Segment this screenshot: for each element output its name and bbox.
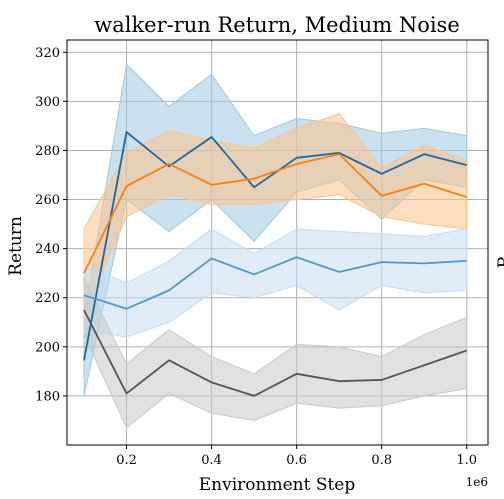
y-axis-title: Return bbox=[6, 216, 26, 276]
series-1-line bbox=[83, 131, 467, 361]
x-tick-label: 0.8 bbox=[371, 453, 392, 468]
series-4-band bbox=[83, 277, 468, 429]
plot-area-frame bbox=[66, 39, 489, 446]
y-tick-label: 280 bbox=[35, 144, 60, 159]
y-tick-label: 240 bbox=[35, 242, 60, 257]
chart-title: walker-run Return, Medium Noise bbox=[94, 13, 460, 37]
confidence-bands bbox=[83, 63, 468, 429]
y-tick-label: 260 bbox=[35, 193, 60, 208]
y-tick-label: 220 bbox=[35, 291, 60, 306]
x-tick-label: 1.0 bbox=[456, 453, 477, 468]
y-tick-label: 300 bbox=[35, 95, 60, 110]
x-tick-label: 0.2 bbox=[116, 453, 137, 468]
axis-ticks: 0.2 0.4 0.6 0.8 1.0 180 200 220 240 260 280 300 320 bbox=[35, 46, 477, 468]
series-4-line bbox=[83, 309, 468, 397]
y-tick-label: 180 bbox=[35, 389, 60, 404]
series-2-line bbox=[83, 153, 468, 274]
series-3-line bbox=[83, 256, 467, 310]
x-axis-title: Environment Step bbox=[199, 475, 356, 495]
x-tick-label: 0.4 bbox=[201, 453, 222, 468]
series-lines bbox=[83, 131, 468, 397]
y-tick-label: 200 bbox=[35, 340, 60, 355]
series-3-band bbox=[83, 228, 468, 338]
cut-off-right-axis-label: R bbox=[495, 254, 504, 268]
y-tick-label: 320 bbox=[35, 46, 60, 61]
x-tick-label: 0.6 bbox=[286, 453, 307, 468]
x-axis-offset-label: 1e6 bbox=[466, 475, 488, 489]
